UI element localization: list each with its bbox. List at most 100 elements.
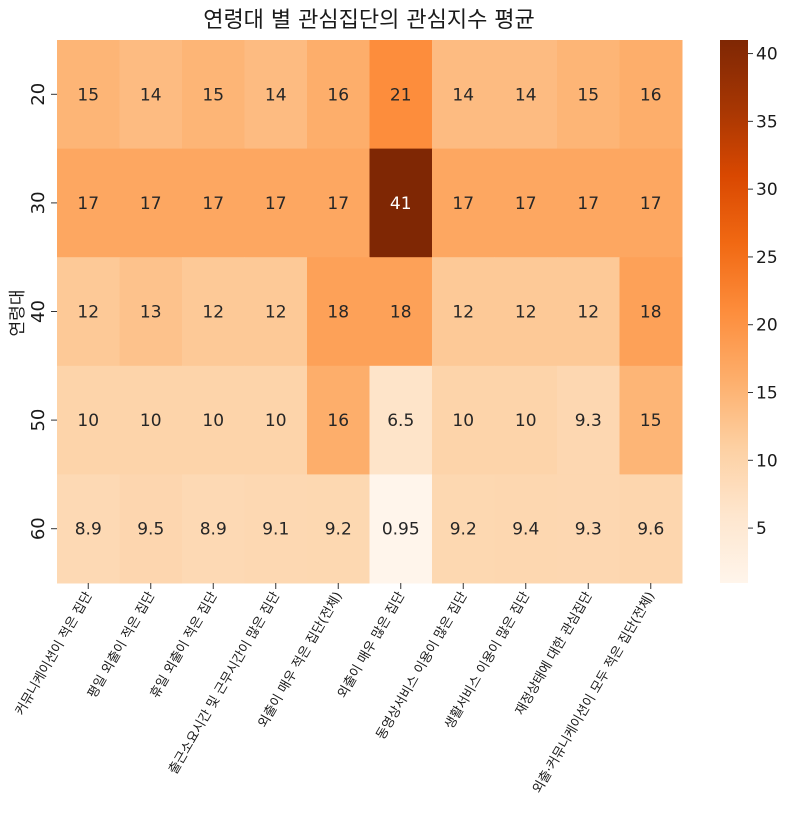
colorbar-tick-label: 5 — [756, 519, 767, 539]
heatmap-cell — [432, 365, 495, 475]
heatmap-cell — [557, 40, 620, 150]
heatmap-cell — [307, 148, 370, 258]
cell-annotation: 10 — [452, 411, 474, 431]
cell-annotation: 17 — [140, 194, 162, 214]
cell-annotation: 16 — [327, 85, 349, 105]
cell-annotation: 10 — [140, 411, 162, 431]
cell-annotation: 10 — [515, 411, 537, 431]
cell-annotation: 10 — [202, 411, 224, 431]
cell-annotation: 16 — [640, 85, 662, 105]
heatmap-cell — [307, 365, 370, 475]
colorbar-tick-label: 15 — [756, 384, 778, 404]
heatmap-cell — [119, 148, 183, 258]
heatmap-cell — [244, 365, 308, 475]
colorbar-tick-label: 30 — [756, 180, 778, 200]
cell-annotation: 17 — [265, 194, 287, 214]
cell-annotation: 9.1 — [262, 520, 289, 540]
colorbar-tick-label: 35 — [756, 112, 778, 132]
x-tick-label: 외출이 매우 많은 집단 — [335, 589, 408, 700]
cell-annotation: 12 — [577, 303, 599, 323]
x-tick-label: 휴일 외출이 적은 집단 — [148, 589, 221, 700]
colorbar-gradient — [720, 40, 748, 583]
cell-annotation: 17 — [77, 194, 99, 214]
colorbar-tick-label: 40 — [756, 45, 778, 65]
y-tick-label: 30 — [28, 191, 49, 214]
heatmap-cell — [244, 148, 308, 258]
cell-annotation: 14 — [265, 85, 287, 105]
cell-annotation: 17 — [452, 194, 474, 214]
cell-annotation: 17 — [577, 194, 599, 214]
cell-annotation: 12 — [452, 303, 474, 323]
y-tick-label: 50 — [28, 409, 49, 432]
colorbar — [720, 40, 748, 583]
heatmap-cell — [182, 40, 245, 150]
cell-annotation: 15 — [577, 85, 599, 105]
cell-annotation: 10 — [265, 411, 287, 431]
cell-annotation: 41 — [390, 194, 412, 214]
chart-title: 연령대 별 관심집단의 관심지수 평균 — [203, 8, 535, 33]
heatmap-cell — [494, 474, 558, 584]
heatmap-cell — [369, 40, 433, 150]
cell-annotation: 16 — [327, 411, 349, 431]
heatmap-cell — [244, 257, 308, 367]
heatmap-cell — [432, 257, 495, 367]
cell-annotation: 15 — [640, 411, 662, 431]
cell-annotation: 6.5 — [387, 411, 414, 431]
heatmap-cell — [619, 474, 683, 584]
colorbar-tick-label: 25 — [756, 248, 778, 268]
x-tick-label: 커뮤니케이션이 적은 집단 — [13, 589, 96, 718]
cell-annotation: 14 — [140, 85, 162, 105]
heatmap-annotations: 15 14 15 14 16 21 14 14 15 16 17 17 17 17 17 41 17 17 17 17… — [75, 85, 665, 539]
heatmap-cell — [557, 474, 620, 584]
heatmap-cell — [57, 40, 120, 150]
heatmap-cell — [182, 148, 245, 258]
heatmap-cell — [494, 40, 558, 150]
cell-annotation: 15 — [202, 85, 224, 105]
cell-annotation: 17 — [202, 194, 224, 214]
heatmap-cell — [494, 365, 558, 475]
heatmap-cell — [369, 474, 433, 584]
heatmap-cell — [182, 257, 245, 367]
cell-annotation: 10 — [77, 411, 99, 431]
heatmap-cell — [307, 40, 370, 150]
heatmap-cell — [619, 365, 683, 475]
cell-annotation: 18 — [640, 303, 662, 323]
cell-annotation: 14 — [515, 85, 537, 105]
cell-annotation: 9.5 — [137, 520, 164, 540]
heatmap-cell — [57, 257, 120, 367]
heatmap-cell — [57, 365, 120, 475]
cell-annotation: 15 — [77, 85, 99, 105]
heatmap-cell — [182, 474, 245, 584]
cell-annotation: 14 — [452, 85, 474, 105]
x-tick-label: 외출·커뮤니케이션이 모두 적은 집단(전체) — [530, 590, 658, 797]
heatmap-cell — [119, 365, 183, 475]
heatmap-cell — [57, 474, 120, 584]
heatmap-cell — [369, 148, 433, 258]
heatmap-cell — [369, 257, 433, 367]
colorbar-tick-label: 10 — [756, 451, 778, 471]
cell-annotation: 9.3 — [575, 411, 602, 431]
cell-annotation: 12 — [77, 303, 99, 323]
colorbar-ticks: 5 10 15 20 25 30 35 40 — [748, 45, 778, 539]
cell-annotation: 12 — [202, 303, 224, 323]
heatmap-cell — [557, 148, 620, 258]
heatmap-cell — [432, 474, 495, 584]
heatmap-cell — [494, 257, 558, 367]
cell-annotation: 13 — [140, 303, 162, 323]
y-axis-label: 연령대 — [8, 290, 28, 337]
heatmap-cell — [494, 148, 558, 258]
cell-annotation: 17 — [515, 194, 537, 214]
heatmap-cell — [244, 40, 308, 150]
heatmap-cell — [119, 474, 183, 584]
y-tick-label: 40 — [28, 300, 49, 323]
heatmap-cell — [619, 40, 683, 150]
heatmap-cell — [57, 148, 120, 258]
cell-annotation: 9.6 — [637, 520, 664, 540]
heatmap-cell — [369, 365, 433, 475]
y-tick-label: 60 — [28, 517, 49, 540]
heatmap-cell — [307, 257, 370, 367]
cell-annotation: 8.9 — [75, 520, 102, 540]
heatmap-cell — [432, 148, 495, 258]
